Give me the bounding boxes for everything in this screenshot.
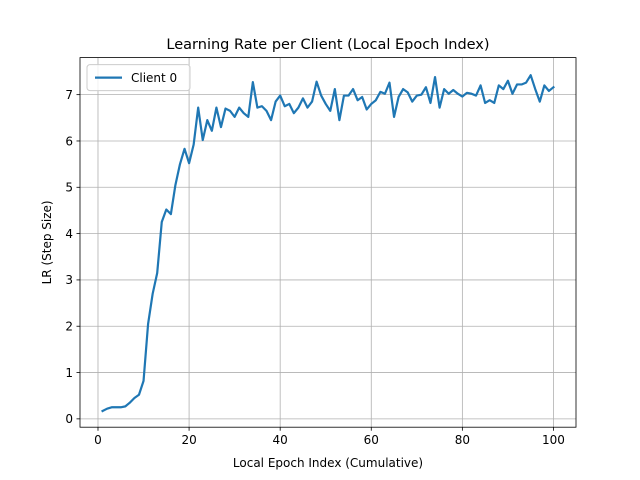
y-tick-label: 3 (65, 273, 73, 287)
x-tick-label: 20 (181, 433, 196, 447)
series-line (101, 74, 555, 413)
legend-box (86, 64, 191, 92)
legend: Client 0 (86, 64, 191, 92)
series-layer (101, 74, 555, 413)
y-tick-label: 0 (65, 412, 73, 426)
x-tick-label: 60 (364, 433, 379, 447)
y-tick-label: 5 (65, 181, 73, 195)
x-tick-label: 40 (273, 433, 288, 447)
x-tick-label: 80 (455, 433, 470, 447)
x-tick-label: 0 (94, 433, 102, 447)
plot-area (80, 57, 576, 428)
y-tick-label: 2 (65, 320, 73, 334)
ticks: 0 20 40 60 80 100 0 1 2 3 4 5 6 7 (65, 88, 565, 447)
plot-frame (79, 57, 577, 428)
y-tick-label: 7 (65, 88, 73, 102)
grid (80, 57, 576, 428)
y-tick-label: 1 (65, 366, 73, 380)
y-tick-label: 4 (65, 227, 73, 241)
y-axis-title: LR (Step Size) (40, 200, 54, 284)
x-tick-label: 100 (542, 433, 565, 447)
chart-title: Learning Rate per Client (Local Epoch In… (166, 37, 489, 53)
legend-label: Client 0 (131, 71, 177, 85)
y-tick-label: 6 (65, 134, 73, 148)
x-axis-title: Local Epoch Index (Cumulative) (233, 456, 423, 470)
